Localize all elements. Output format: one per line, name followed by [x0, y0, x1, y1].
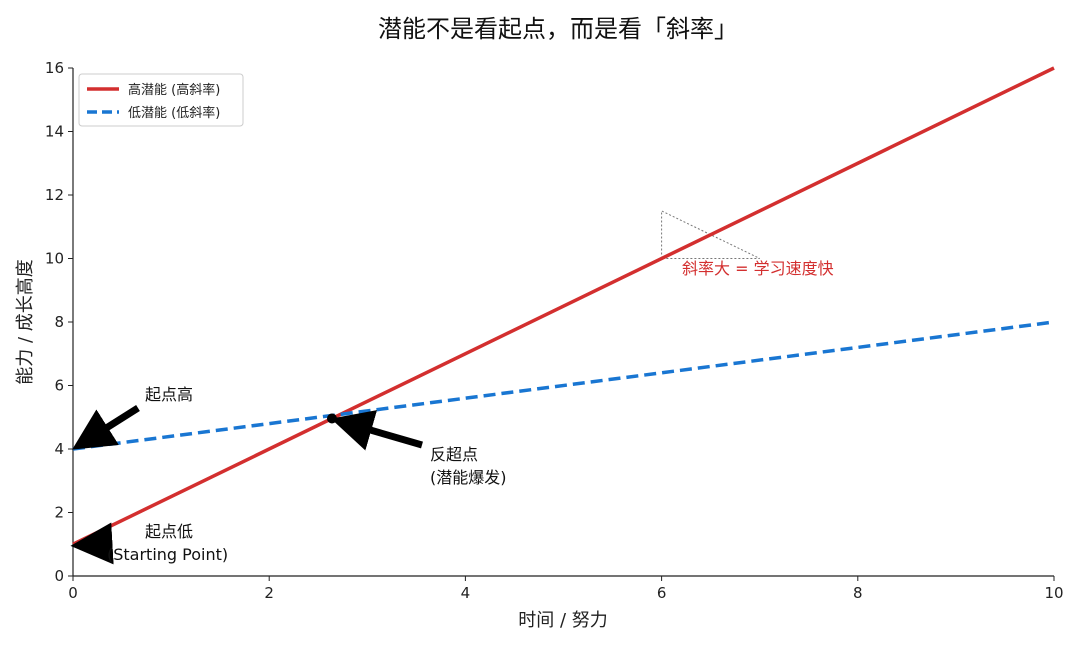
x-tick-label: 0 [68, 584, 78, 602]
x-tick-label: 2 [264, 584, 274, 602]
x-tick-label: 4 [461, 584, 471, 602]
y-tick-label: 8 [54, 313, 64, 331]
legend: 高潜能 (高斜率) 低潜能 (低斜率) [78, 73, 244, 127]
y-tick-label: 6 [54, 377, 64, 395]
annotation-start-low-sub: (Starting Point) [107, 545, 228, 564]
arrow-start-low [70, 522, 114, 565]
annotation-start-low: 起点低 [145, 522, 193, 541]
legend-box [78, 73, 244, 127]
y-axis-label: 能力 / 成长高度 [15, 259, 36, 385]
y-tick-label: 16 [45, 59, 64, 77]
y-tick-label: 2 [54, 504, 64, 522]
annotation-slope-note: 斜率大 = 学习速度快 [682, 259, 834, 278]
x-axis-label: 时间 / 努力 [518, 610, 608, 631]
ticks: 0 2 4 6 8 10 0 2 4 6 8 10 12 14 16 [45, 59, 1064, 602]
series-lines [72, 66, 1055, 546]
legend-label-high: 高潜能 (高斜率) [128, 82, 220, 98]
arrow-start-high [72, 405, 140, 450]
arrow-crossover [330, 410, 423, 451]
legend-label-low: 低潜能 (低斜率) [128, 105, 220, 121]
y-tick-label: 0 [54, 567, 64, 585]
series-line-high-potential [72, 66, 1055, 546]
annotation-start-high: 起点高 [145, 385, 193, 404]
intersection-point [326, 413, 337, 424]
y-tick-label: 10 [45, 250, 64, 268]
y-tick-label: 12 [45, 186, 64, 204]
chart-title: 潜能不是看起点，而是看「斜率」 [378, 15, 738, 43]
annotation-crossover: 反超点 [430, 445, 478, 464]
axes [72, 68, 1054, 577]
annotation-arrows [70, 405, 423, 565]
x-tick-label: 10 [1044, 584, 1063, 602]
x-tick-label: 6 [657, 584, 667, 602]
series-line-low-potential [72, 320, 1055, 451]
x-tick-label: 8 [853, 584, 863, 602]
slope-triangle-outline [661, 210, 760, 259]
annotation-crossover-sub: (潜能爆发) [430, 468, 507, 487]
y-tick-label: 14 [45, 123, 64, 141]
y-tick-label: 4 [54, 440, 64, 458]
slope-triangle [661, 210, 760, 259]
